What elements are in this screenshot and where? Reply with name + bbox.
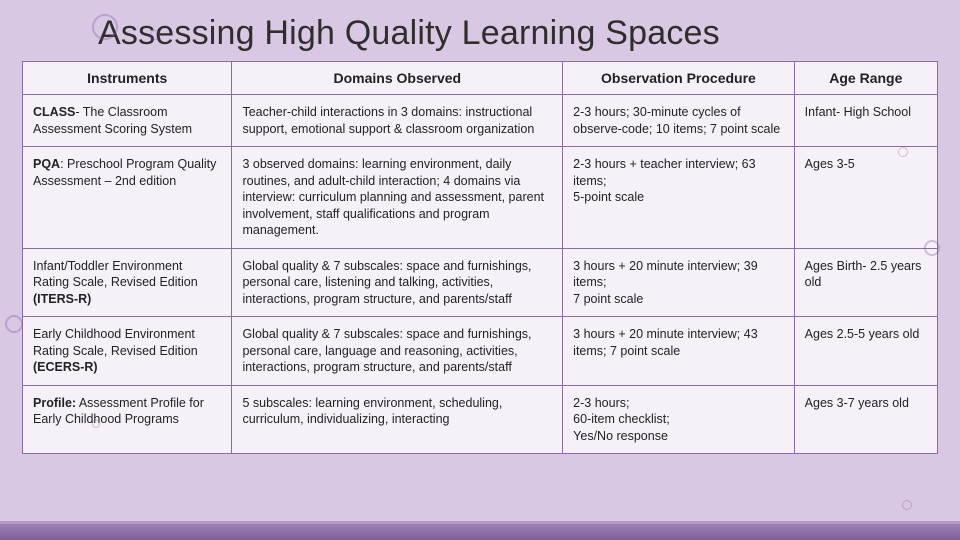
table-container: Instruments Domains Observed Observation… xyxy=(0,61,960,454)
cell-instrument: PQA: Preschool Program Quality Assessmen… xyxy=(23,147,232,249)
cell-domains: Global quality & 7 subscales: space and … xyxy=(232,248,563,317)
cell-procedure: 2-3 hours;60-item checklist;Yes/No respo… xyxy=(563,385,795,454)
col-header-procedure: Observation Procedure xyxy=(563,62,795,95)
decor-circle xyxy=(924,240,940,256)
cell-procedure: 2-3 hours + teacher interview; 63 items;… xyxy=(563,147,795,249)
cell-domains: 3 observed domains: learning environment… xyxy=(232,147,563,249)
decor-circle xyxy=(902,500,912,510)
table-row: Infant/Toddler Environment Rating Scale,… xyxy=(23,248,938,317)
cell-age: Ages 3-7 years old xyxy=(794,385,937,454)
cell-age: Infant- High School xyxy=(794,95,937,147)
decor-circle xyxy=(150,30,160,40)
cell-age: Ages Birth- 2.5 years old xyxy=(794,248,937,317)
instruments-table: Instruments Domains Observed Observation… xyxy=(22,61,938,454)
cell-procedure: 3 hours + 20 minute interview; 39 items;… xyxy=(563,248,795,317)
cell-domains: 5 subscales: learning environment, sched… xyxy=(232,385,563,454)
col-header-age: Age Range xyxy=(794,62,937,95)
cell-instrument: Profile: Assessment Profile for Early Ch… xyxy=(23,385,232,454)
cell-procedure: 3 hours + 20 minute interview; 43 items;… xyxy=(563,317,795,386)
decor-circle xyxy=(92,420,100,428)
table-row: Early Childhood Environment Rating Scale… xyxy=(23,317,938,386)
col-header-instruments: Instruments xyxy=(23,62,232,95)
cell-procedure: 2-3 hours; 30-minute cycles of observe-c… xyxy=(563,95,795,147)
cell-instrument: CLASS- The Classroom Assessment Scoring … xyxy=(23,95,232,147)
table-row: CLASS- The Classroom Assessment Scoring … xyxy=(23,95,938,147)
cell-age: Ages 3-5 xyxy=(794,147,937,249)
col-header-domains: Domains Observed xyxy=(232,62,563,95)
cell-domains: Teacher-child interactions in 3 domains:… xyxy=(232,95,563,147)
table-header-row: Instruments Domains Observed Observation… xyxy=(23,62,938,95)
page-title: Assessing High Quality Learning Spaces xyxy=(0,0,960,61)
cell-age: Ages 2.5-5 years old xyxy=(794,317,937,386)
decor-circle xyxy=(92,14,118,40)
cell-instrument: Early Childhood Environment Rating Scale… xyxy=(23,317,232,386)
cell-instrument: Infant/Toddler Environment Rating Scale,… xyxy=(23,248,232,317)
table-row: PQA: Preschool Program Quality Assessmen… xyxy=(23,147,938,249)
decor-circle xyxy=(898,147,908,157)
decor-circle xyxy=(5,315,23,333)
footer-bar xyxy=(0,524,960,540)
table-row: Profile: Assessment Profile for Early Ch… xyxy=(23,385,938,454)
cell-domains: Global quality & 7 subscales: space and … xyxy=(232,317,563,386)
